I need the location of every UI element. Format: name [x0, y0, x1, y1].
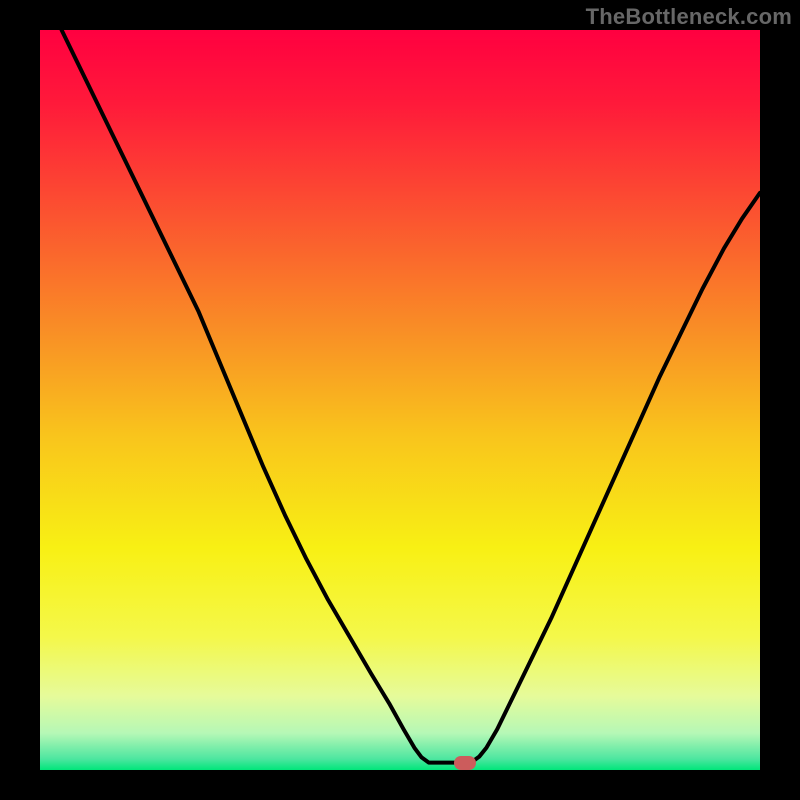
optimal-point-marker	[454, 756, 476, 770]
gradient-background	[40, 30, 760, 770]
chart-frame: TheBottleneck.com	[0, 0, 800, 800]
watermark-text: TheBottleneck.com	[586, 4, 792, 30]
bottleneck-chart	[40, 30, 760, 770]
